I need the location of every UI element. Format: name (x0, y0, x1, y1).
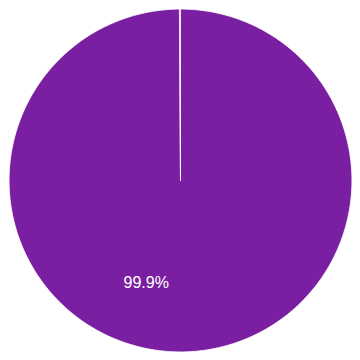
svg-text:99.9%: 99.9% (124, 274, 169, 291)
